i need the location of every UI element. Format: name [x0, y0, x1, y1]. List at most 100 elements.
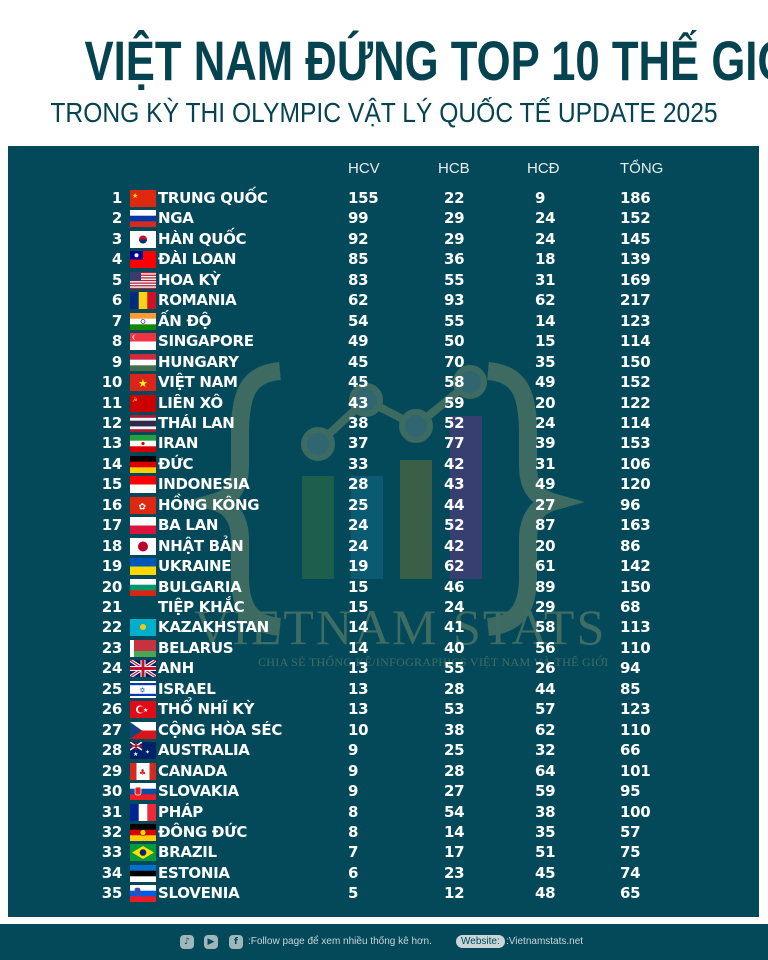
- country-name: BA LAN: [158, 516, 219, 535]
- total-count: 145: [620, 229, 651, 248]
- table-row: 18 NHẬT BẢN 24 42 20 86: [8, 536, 759, 556]
- silver-count: 42: [444, 454, 465, 473]
- column-header-hcv: HCV: [348, 160, 380, 177]
- svg-text:★: ★: [133, 751, 138, 758]
- gold-count: 8: [348, 802, 359, 821]
- gold-count: 85: [348, 250, 369, 269]
- rank: 4: [111, 250, 122, 269]
- table-row: 25 ✡ ISRAEL 13 28 44 85: [8, 679, 759, 699]
- rank: 10: [101, 373, 123, 392]
- rank: 25: [101, 679, 123, 698]
- rank: 6: [111, 291, 122, 310]
- tiktok-icon[interactable]: ♪: [180, 935, 194, 949]
- total-count: 96: [620, 495, 641, 514]
- gold-count: 6: [348, 863, 359, 882]
- silver-count: 29: [444, 229, 465, 248]
- rank: 21: [101, 598, 123, 616]
- east-germany-flag-icon: [130, 823, 156, 841]
- bronze-count: 35: [535, 822, 556, 841]
- table-row: 8 SINGAPORE 49 50 15 114: [8, 331, 759, 351]
- total-count: 86: [620, 536, 641, 555]
- country-name: HỒNG KÔNG: [158, 495, 260, 514]
- usa-flag-icon: [130, 271, 156, 289]
- table-row: 4 ĐÀI LOAN 85 36 18 139: [8, 249, 759, 269]
- gold-count: 14: [348, 638, 369, 657]
- bronze-count: 87: [535, 516, 556, 535]
- rank: 32: [101, 822, 123, 841]
- rank: 5: [111, 270, 122, 289]
- rank: 12: [101, 413, 123, 432]
- silver-count: 44: [444, 495, 465, 514]
- table-row: 26 ★ THỔ NHĨ KỲ 13 53 57 123: [8, 699, 759, 719]
- gold-count: 28: [348, 475, 369, 494]
- poland-flag-icon: [130, 517, 156, 535]
- svg-text:★: ★: [132, 192, 138, 200]
- svg-text:✡: ✡: [140, 686, 146, 694]
- country-name: ESTONIA: [158, 863, 230, 882]
- india-flag-icon: [130, 312, 156, 330]
- silver-count: 29: [444, 209, 465, 228]
- table-row: 10 ★ VIỆT NAM 45 58 49 152: [8, 372, 759, 392]
- country-name: SLOVENIA: [158, 884, 240, 903]
- bronze-count: 61: [535, 557, 556, 576]
- silver-count: 22: [444, 189, 465, 207]
- bronze-count: 24: [535, 229, 556, 248]
- table-row: 11 ☭ LIÊN XÔ 43 59 20 122: [8, 393, 759, 413]
- table-row: 3 HÀN QUỐC 92 29 24 145: [8, 229, 759, 249]
- bronze-count: 29: [535, 598, 556, 616]
- table-row: 31 PHÁP 8 54 38 100: [8, 802, 759, 822]
- gold-count: 33: [348, 454, 369, 473]
- rank: 11: [101, 393, 123, 412]
- watermark-brand: VIETNAM STATS: [194, 599, 607, 655]
- silver-count: 70: [444, 352, 465, 371]
- youtube-icon[interactable]: ▶: [204, 935, 218, 949]
- bronze-count: 89: [535, 577, 556, 596]
- rank: 16: [101, 495, 123, 514]
- turkey-flag-icon: ★: [130, 701, 156, 719]
- romania-flag-icon: [130, 292, 156, 310]
- gold-count: 8: [348, 822, 359, 841]
- total-count: 65: [620, 884, 641, 903]
- table-row: 9 HUNGARY 45 70 35 150: [8, 352, 759, 372]
- table-row: 22 KAZAKHSTAN 14 41 58 113: [8, 617, 759, 637]
- silver-count: 23: [444, 863, 465, 882]
- thailand-flag-icon: [130, 414, 156, 432]
- gold-count: 5: [348, 884, 359, 903]
- rank: 24: [101, 659, 123, 678]
- silver-count: 59: [444, 393, 465, 412]
- country-name: IRAN: [158, 434, 199, 453]
- country-name: ĐÔNG ĐỨC: [158, 822, 248, 841]
- silver-count: 77: [444, 434, 465, 453]
- table-row: 16 ✿ HỒNG KÔNG 25 44 27 96: [8, 495, 759, 515]
- rank: 35: [101, 884, 123, 903]
- silver-count: 36: [444, 250, 465, 269]
- estonia-flag-icon: [130, 864, 156, 882]
- silver-count: 62: [444, 557, 465, 576]
- bronze-count: 64: [535, 761, 556, 780]
- bronze-count: 32: [535, 741, 556, 760]
- ussr-flag-icon: ☭: [130, 394, 156, 412]
- vietnam-flag-icon: ★: [130, 374, 156, 392]
- country-name: BELARUS: [158, 638, 234, 657]
- gold-count: 45: [348, 352, 369, 371]
- rank: 26: [101, 700, 123, 719]
- website-link[interactable]: :Vietnamstats.net: [506, 936, 584, 947]
- china-flag-icon: ★: [130, 190, 156, 207]
- facebook-icon[interactable]: f: [229, 935, 243, 949]
- bronze-count: 39: [535, 434, 556, 453]
- slovakia-flag-icon: [130, 783, 156, 801]
- total-count: 114: [620, 332, 651, 351]
- rank: 9: [111, 352, 122, 371]
- bronze-count: 24: [535, 209, 556, 228]
- gold-count: 9: [348, 782, 359, 801]
- gold-count: 24: [348, 536, 369, 555]
- total-count: 74: [620, 863, 641, 882]
- rank: 27: [101, 720, 123, 739]
- table-row: 15 INDONESIA 28 43 49 120: [8, 474, 759, 494]
- table-row: 35 SLOVENIA 5 12 48 65: [8, 883, 759, 903]
- rank: 13: [101, 434, 123, 453]
- page-title: VIỆT NAM ĐỨNG TOP 10 THẾ GIỚI: [84, 29, 768, 92]
- gold-count: 38: [348, 413, 369, 432]
- gold-count: 43: [348, 393, 369, 412]
- watermark-tagline: CHIA SẺ THỐNG KÊ/INFOGRAPHICS VIỆT NAM V…: [258, 655, 609, 669]
